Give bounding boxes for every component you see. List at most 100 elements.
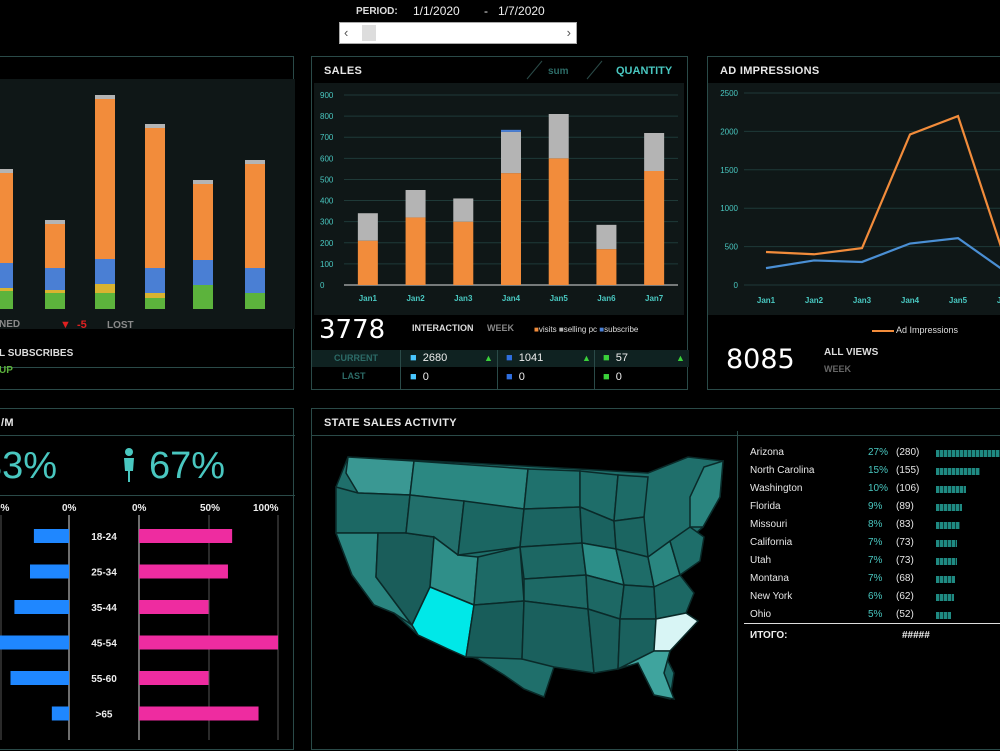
subscribers-bar-blue [95, 259, 115, 284]
female-age-bar [139, 706, 259, 721]
subscribers-bar-orange [145, 128, 165, 268]
sales-big-number: 3778 [319, 315, 386, 345]
state-share-bar [936, 486, 967, 493]
state-count: (52) [896, 609, 914, 620]
last-visits: ■ 0 [410, 371, 429, 383]
male-age-bar [30, 564, 69, 579]
subscribers-bar-green [45, 293, 65, 309]
sales-bar-visits [357, 240, 378, 285]
period-end: 1/7/2020 [498, 4, 545, 18]
up-triangle-icon: ▲ [582, 353, 591, 363]
sales-x-tick: Jan4 [502, 294, 521, 303]
last-subscribe: ■ 0 [603, 371, 622, 383]
state-share-bar [936, 612, 952, 619]
sales-y-tick: 600 [320, 154, 334, 163]
state-name: Arizona [750, 447, 784, 458]
sales-bar-visits [405, 217, 426, 285]
state-count: (68) [896, 573, 914, 584]
sales-bar-visits [596, 249, 617, 285]
subscribers-bar-green [145, 298, 165, 309]
subscribers-bar-orange [45, 224, 65, 268]
age-group-label: >65 [96, 710, 113, 721]
current-subscribe: ■ 57 [603, 352, 629, 364]
sales-y-tick: 100 [320, 260, 334, 269]
state-share-bar [936, 468, 980, 475]
sales-bar-visits [644, 171, 665, 285]
scroll-thumb[interactable] [362, 25, 376, 41]
left-tick-b: 0% [62, 503, 77, 514]
female-age-bar [139, 564, 228, 579]
subscribers-bar-orange [193, 184, 213, 260]
scroll-left-arrow-icon[interactable]: ‹ [344, 25, 349, 40]
state-share-bar [936, 594, 954, 601]
period-scrollbar[interactable]: ‹ › [339, 22, 577, 44]
subscribers-bar-blue [193, 260, 213, 285]
state-percent: 6% [868, 591, 883, 602]
tab-quantity[interactable]: QUANTITY [616, 65, 673, 77]
state-name: Utah [750, 555, 772, 566]
state-name: California [750, 537, 793, 548]
state-name: Montana [750, 573, 789, 584]
ad-impressions-line [765, 114, 1000, 256]
current-selling: ■ 1041 [506, 352, 544, 364]
us-map[interactable] [318, 437, 738, 749]
week-label: WEEK [487, 323, 514, 333]
ad-legend: Ad Impressions [872, 325, 958, 335]
ad-impressions-title: AD IMPRESSIONS [720, 65, 820, 77]
state-name: Ohio [750, 609, 772, 620]
male-age-bar [51, 706, 69, 721]
subscribers-bar-yellow [45, 290, 65, 293]
sales-y-tick: 500 [320, 175, 334, 184]
sales-y-tick: 200 [320, 239, 334, 248]
state-count: (106) [896, 483, 920, 494]
age-group-label: 45-54 [91, 639, 117, 650]
row-current-label: CURRENT [334, 353, 378, 363]
sales-bar-selling-pc [644, 133, 665, 171]
state-share-bar [936, 540, 957, 547]
period-start: 1/1/2020 [413, 4, 460, 18]
sales-title: SALES [324, 65, 363, 77]
sales-x-tick: Jan2 [406, 294, 425, 303]
subscribers-bar-green [95, 293, 115, 309]
right-tick-0: 0% [132, 503, 147, 514]
gender-title: /M [1, 417, 14, 429]
female-age-bar [139, 600, 209, 614]
sales-y-tick: 900 [320, 91, 334, 100]
age-group-label: 25-34 [91, 568, 117, 579]
subscribers-bar-orange [245, 164, 265, 268]
ad-impressions-chart: 0 500 1000 1500 2000 2500 Jan1 Jan2 Jan3 Jan4 Jan5… [708, 83, 1000, 315]
state-count: (280) [896, 447, 920, 458]
male-age-bar [10, 671, 69, 685]
tab-sum[interactable]: sum [548, 66, 569, 77]
up-label: UP [0, 365, 13, 376]
total-subscribes-label: L SUBSCRIBES [0, 348, 74, 359]
period-label: PERIOD: [356, 6, 398, 17]
age-group-label: 55-60 [91, 674, 117, 685]
all-views-label: ALL VIEWS [824, 347, 879, 358]
subscribers-bar-cap [0, 169, 13, 173]
state-share-bar [936, 450, 1000, 457]
subscribers-bar-cap [245, 160, 265, 164]
subscribers-bar-blue [145, 268, 165, 293]
state-name: Missouri [750, 519, 788, 530]
female-age-bar [139, 635, 278, 650]
ads-y-tick: 2500 [720, 89, 738, 98]
up-triangle-icon: ▲ [676, 353, 685, 363]
ads-y-tick: 2000 [720, 127, 738, 136]
sales-bar-selling-pc [453, 198, 474, 222]
age-group-label: 35-44 [91, 603, 117, 614]
state-percent: 10% [868, 483, 889, 494]
sales-bar-selling-pc [548, 114, 569, 159]
sales-panel: SALES sum QUANTITY 0 100 200 300 400 500 600 70… [311, 56, 689, 390]
state-count: (73) [896, 537, 914, 548]
subscribers-bar-blue [245, 268, 265, 293]
subscribers-bar-cap [193, 180, 213, 184]
scroll-right-arrow-icon[interactable]: › [566, 25, 571, 40]
state-count: (73) [896, 555, 914, 566]
left-tick-a: 0% [0, 503, 10, 514]
gained-label: NED [0, 319, 21, 330]
state-list: Arizona 27% (280) North Carolina 15% (155) Was… [750, 447, 1000, 627]
subscribers-bar-yellow [95, 284, 115, 293]
sales-bar-subscribe [501, 129, 521, 132]
ads-week-label: WEEK [824, 364, 851, 374]
